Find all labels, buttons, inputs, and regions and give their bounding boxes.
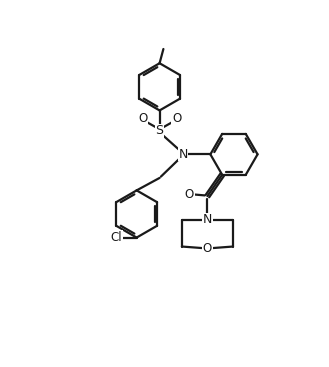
Text: O: O (203, 241, 212, 255)
Text: O: O (172, 112, 181, 125)
Text: N: N (179, 148, 188, 161)
Text: O: O (138, 112, 147, 125)
Text: Cl: Cl (111, 231, 122, 244)
Text: N: N (203, 213, 212, 226)
Text: O: O (185, 188, 194, 201)
Text: S: S (156, 124, 164, 137)
